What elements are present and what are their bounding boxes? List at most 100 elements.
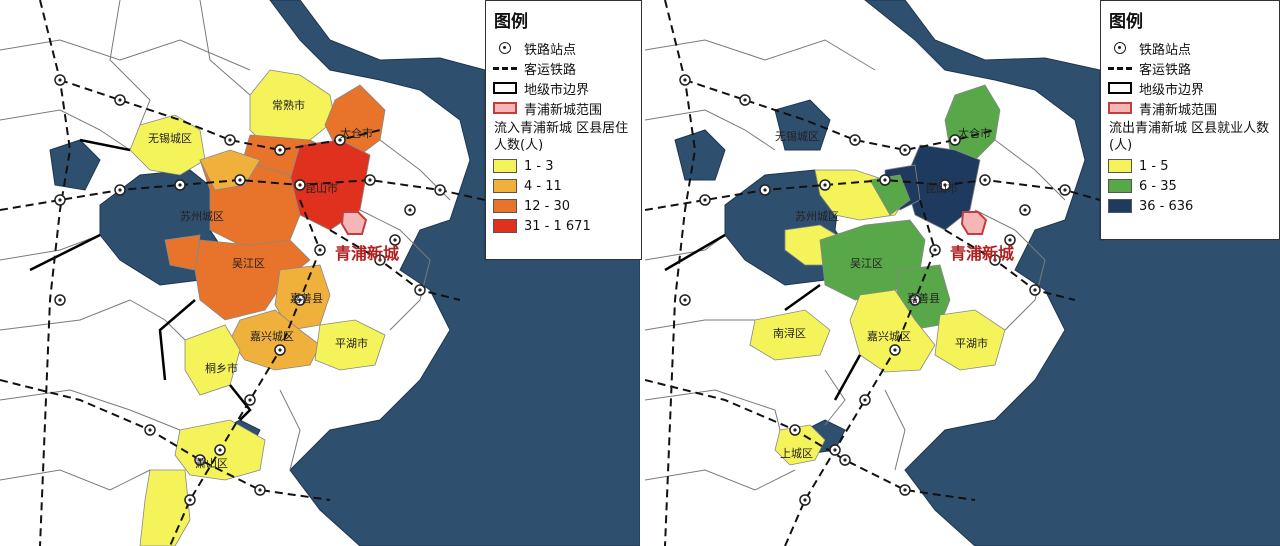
station-dot	[803, 498, 807, 502]
station-dot	[418, 288, 422, 292]
county-boundary-line	[645, 319, 755, 331]
district-xiaoshan-south	[139, 469, 191, 546]
county-boundary-line	[994, 139, 1066, 201]
station-dot	[933, 248, 937, 252]
legend-class-label: 31 - 1 671	[524, 218, 591, 234]
qingpu-area-icon	[493, 102, 517, 114]
station-dot	[58, 78, 62, 82]
label-tongxiang: 桐乡市	[205, 362, 238, 375]
label-wuxi: 无锡城区	[148, 132, 192, 145]
station-dot	[298, 298, 302, 302]
station-dot	[228, 138, 232, 142]
county-boundary-line	[884, 389, 906, 471]
legend-item-city-border: 地级市边界	[486, 78, 641, 98]
station-icon	[1114, 42, 1126, 54]
yangtze-river-water	[269, 0, 640, 546]
class-swatch	[493, 199, 517, 213]
station-dot	[438, 188, 442, 192]
station-dot	[703, 198, 707, 202]
legend-item-label: 铁路站点	[524, 42, 577, 58]
qingpu-area-shape	[960, 211, 988, 235]
district-wujiang	[194, 239, 311, 321]
station-dot	[883, 178, 887, 182]
district-pinghu	[314, 319, 386, 371]
station-icon	[499, 42, 511, 54]
choropleth-districts	[749, 84, 1006, 466]
class-swatch	[493, 179, 517, 193]
label-suzhou: 苏州城区	[795, 210, 839, 223]
qingpu-area-icon	[1108, 102, 1132, 114]
station-dot	[953, 138, 957, 142]
legend-class-title: 流出青浦新城 区县就业人数(人)	[1109, 121, 1270, 153]
label-suzhou: 苏州城区	[180, 210, 224, 223]
legend-title: 图例	[1109, 12, 1143, 32]
legend-class-label: 36 - 636	[1139, 198, 1194, 214]
station-dot	[408, 208, 412, 212]
station-dot	[843, 458, 847, 462]
city-borders	[664, 233, 862, 401]
legend-item-label: 客运铁路	[1139, 62, 1192, 78]
county-boundaries	[0, 0, 451, 491]
county-boundary-line	[645, 39, 876, 71]
label-nanxun: 南浔区	[773, 327, 806, 340]
lake-water	[774, 99, 831, 151]
railway-line	[39, 0, 72, 546]
railway-line	[784, 199, 937, 546]
county-boundary-line	[0, 109, 131, 151]
city-border-icon	[1108, 82, 1132, 94]
legend-class-label: 1 - 5	[1139, 158, 1169, 174]
qingpu-new-town-area	[960, 211, 988, 235]
legend-item-railway: 客运铁路	[1101, 58, 1279, 78]
legend-class-3: 36 - 636	[1101, 196, 1279, 216]
county-boundary-line	[0, 39, 251, 71]
county-boundary-line	[359, 209, 431, 331]
station-dot	[148, 428, 152, 432]
qingpu-area-shape	[340, 211, 368, 235]
station-dot	[793, 428, 797, 432]
legend-class-2: 6 - 35	[1101, 176, 1279, 196]
railway-line	[329, 229, 461, 301]
label-kunshan: 昆山市	[305, 182, 338, 195]
station-dot	[118, 188, 122, 192]
legend-item-label: 铁路站点	[1139, 42, 1192, 58]
county-boundaries	[645, 39, 1066, 491]
station-dot	[368, 178, 372, 182]
county-boundary-line	[0, 234, 101, 261]
station-dot	[983, 178, 987, 182]
legend-item-city-border: 地级市边界	[1101, 78, 1279, 98]
legend-item-label: 地级市边界	[524, 82, 590, 98]
label-taicang: 太仓市	[340, 127, 373, 140]
city-border-icon	[493, 82, 517, 94]
city-border-line	[29, 233, 101, 272]
city-borders	[29, 138, 252, 421]
station-dot	[248, 398, 252, 402]
railway-line	[0, 379, 331, 501]
station-dot	[198, 458, 202, 462]
city-border-line	[784, 283, 821, 312]
station-dot	[903, 488, 907, 492]
outflow-map: 无锡城区 太仓市 昆山市 苏州城区 吴江区 青浦新城 嘉善县 嘉兴城区 平湖市 …	[645, 0, 1280, 546]
district-taicang	[944, 84, 1001, 161]
label-qingpu-new-town: 青浦新城	[950, 244, 1015, 263]
railway-line	[944, 229, 1076, 301]
railway-line	[645, 178, 1101, 211]
label-changshu: 常熟市	[272, 99, 305, 112]
legend-class-4: 31 - 1 671	[486, 216, 641, 236]
railway-line	[0, 178, 486, 211]
district-suzhou-west	[164, 234, 201, 271]
county-boundary-line	[645, 109, 776, 151]
station-dot	[833, 448, 837, 452]
class-swatch	[493, 159, 517, 173]
legend-class-3: 12 - 30	[486, 196, 641, 216]
station-dot	[238, 178, 242, 182]
station-dot	[188, 498, 192, 502]
qingpu-new-town-area	[340, 211, 368, 235]
legend-class-label: 4 - 11	[524, 178, 562, 194]
label-pinghu: 平湖市	[335, 337, 368, 350]
legend-item-label: 地级市边界	[1139, 82, 1205, 98]
inflow-legend: 图例 铁路站点 客运铁路 地级市边界 青浦新城范围 流入青浦新城 区县居住人数(…	[485, 0, 642, 260]
station-dot	[763, 188, 767, 192]
station-dot	[1023, 208, 1027, 212]
label-wujiang: 吴江区	[850, 257, 883, 270]
county-boundary-line	[0, 389, 181, 431]
